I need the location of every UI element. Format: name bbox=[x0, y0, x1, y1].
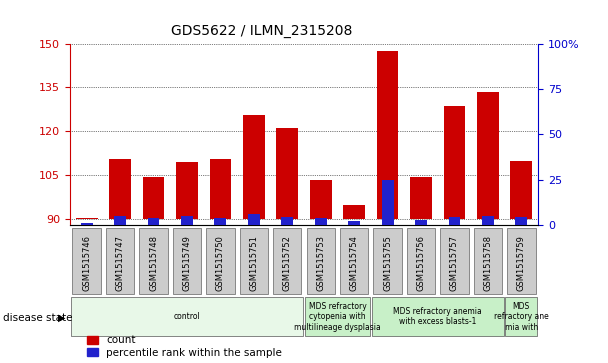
Text: GSM1515754: GSM1515754 bbox=[350, 235, 359, 291]
FancyBboxPatch shape bbox=[139, 228, 168, 294]
FancyBboxPatch shape bbox=[373, 228, 402, 294]
FancyBboxPatch shape bbox=[71, 297, 303, 337]
Text: GSM1515757: GSM1515757 bbox=[450, 235, 459, 291]
Bar bbox=[215, 218, 226, 225]
Bar bbox=[348, 221, 360, 225]
Bar bbox=[477, 92, 499, 219]
Text: GSM1515750: GSM1515750 bbox=[216, 235, 225, 291]
Bar bbox=[248, 214, 260, 225]
Text: GSM1515751: GSM1515751 bbox=[249, 235, 258, 291]
Text: GSM1515756: GSM1515756 bbox=[416, 235, 426, 291]
Bar bbox=[114, 216, 126, 225]
Text: MDS refractory
cytopenia with
multilineage dysplasia: MDS refractory cytopenia with multilinea… bbox=[294, 302, 381, 332]
Bar bbox=[143, 177, 164, 219]
Text: disease state: disease state bbox=[3, 313, 72, 323]
FancyBboxPatch shape bbox=[206, 228, 235, 294]
FancyBboxPatch shape bbox=[340, 228, 368, 294]
Text: GSM1515753: GSM1515753 bbox=[316, 235, 325, 291]
Bar bbox=[282, 217, 293, 225]
Text: GSM1515746: GSM1515746 bbox=[82, 235, 91, 291]
FancyBboxPatch shape bbox=[507, 228, 536, 294]
Bar bbox=[382, 180, 393, 225]
Bar bbox=[449, 217, 460, 225]
Bar bbox=[148, 218, 159, 225]
Text: GSM1515748: GSM1515748 bbox=[149, 235, 158, 291]
FancyBboxPatch shape bbox=[371, 297, 504, 337]
Text: MDS refractory anemia
with excess blasts-1: MDS refractory anemia with excess blasts… bbox=[393, 307, 482, 326]
FancyBboxPatch shape bbox=[305, 297, 370, 337]
Bar bbox=[410, 177, 432, 219]
Bar bbox=[415, 220, 427, 225]
Bar bbox=[277, 129, 298, 219]
FancyBboxPatch shape bbox=[474, 228, 502, 294]
Text: GSM1515749: GSM1515749 bbox=[182, 235, 192, 291]
FancyBboxPatch shape bbox=[72, 228, 101, 294]
Text: MDS
refractory ane
mia with: MDS refractory ane mia with bbox=[494, 302, 549, 332]
Text: GSM1515755: GSM1515755 bbox=[383, 235, 392, 291]
FancyBboxPatch shape bbox=[505, 297, 537, 337]
Bar bbox=[344, 205, 365, 219]
Bar bbox=[310, 180, 331, 219]
FancyBboxPatch shape bbox=[440, 228, 469, 294]
Bar bbox=[181, 216, 193, 225]
FancyBboxPatch shape bbox=[306, 228, 335, 294]
Bar bbox=[516, 217, 527, 225]
Text: GSM1515747: GSM1515747 bbox=[116, 235, 125, 291]
Text: control: control bbox=[174, 312, 200, 321]
FancyBboxPatch shape bbox=[407, 228, 435, 294]
Bar bbox=[81, 223, 92, 225]
Text: GSM1515759: GSM1515759 bbox=[517, 235, 526, 291]
Bar bbox=[210, 159, 231, 219]
Bar bbox=[482, 216, 494, 225]
Bar bbox=[315, 218, 326, 225]
Bar bbox=[511, 161, 532, 219]
Text: GSM1515758: GSM1515758 bbox=[483, 235, 492, 291]
Text: ▶: ▶ bbox=[58, 313, 66, 323]
FancyBboxPatch shape bbox=[240, 228, 268, 294]
Bar bbox=[377, 51, 398, 219]
Text: GDS5622 / ILMN_2315208: GDS5622 / ILMN_2315208 bbox=[171, 24, 352, 38]
Bar bbox=[243, 115, 264, 219]
FancyBboxPatch shape bbox=[273, 228, 302, 294]
Bar bbox=[109, 159, 131, 219]
FancyBboxPatch shape bbox=[173, 228, 201, 294]
Bar bbox=[444, 106, 465, 219]
Legend: count, percentile rank within the sample: count, percentile rank within the sample bbox=[88, 335, 282, 358]
Bar bbox=[76, 218, 97, 219]
Bar bbox=[176, 162, 198, 219]
FancyBboxPatch shape bbox=[106, 228, 134, 294]
Text: GSM1515752: GSM1515752 bbox=[283, 235, 292, 291]
